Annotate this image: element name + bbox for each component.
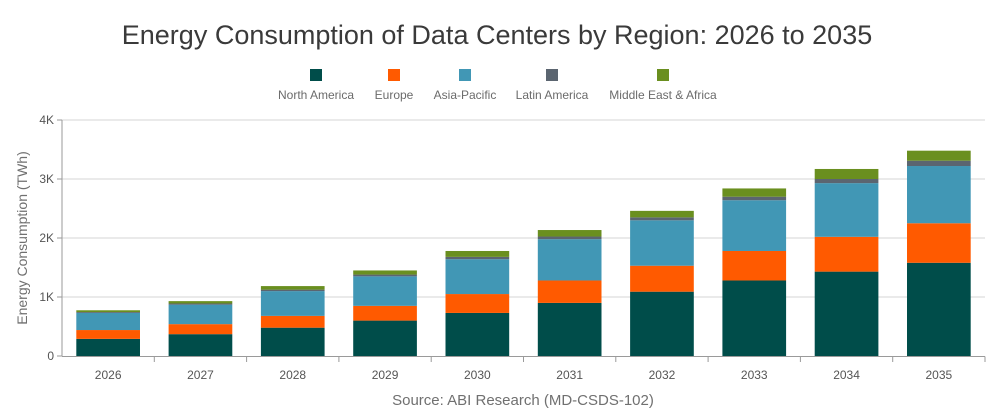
bar-stack-2030 xyxy=(445,250,510,356)
bar-segment xyxy=(76,330,140,339)
bar-segment xyxy=(445,312,510,356)
bar-segment xyxy=(353,270,417,275)
x-tick-label: 2026 xyxy=(95,368,122,382)
y-tick-label: 1K xyxy=(39,290,54,304)
source-note: Source: ABI Research (MD-CSDS-102) xyxy=(392,392,654,409)
bar-segment xyxy=(445,259,510,295)
x-tick-label: 2034 xyxy=(833,368,860,382)
legend: North America Europe Asia-Pacific Latin Ame… xyxy=(278,69,717,102)
legend-swatch xyxy=(388,69,400,81)
bar-segment xyxy=(76,338,140,356)
bar-segment xyxy=(168,334,233,356)
bar-segment xyxy=(445,256,510,260)
axes: 0 1K 2K 3K 4K 2026 2027 2028 2029 2030 2031 2032 203… xyxy=(39,113,986,382)
bar-segment xyxy=(907,262,971,356)
y-tick-label: 3K xyxy=(39,172,54,186)
bar-segment xyxy=(537,280,602,303)
bar-stack-2026 xyxy=(76,310,140,356)
legend-swatch xyxy=(546,69,558,81)
x-tick-label: 2033 xyxy=(741,368,768,382)
bar-segment xyxy=(537,236,602,240)
bar-stack-2031 xyxy=(537,230,602,356)
bar-segment xyxy=(814,179,879,184)
bars xyxy=(76,150,971,356)
y-axis-title: Energy Consumption (TWh) xyxy=(14,151,30,325)
bar-segment xyxy=(814,271,879,356)
bar-segment xyxy=(260,286,325,290)
bar-segment xyxy=(630,210,694,218)
legend-item[interactable]: Middle East & Africa xyxy=(609,69,717,102)
legend-item[interactable]: Asia-Pacific xyxy=(434,69,497,102)
bar-segment xyxy=(907,223,971,263)
bar-segment xyxy=(814,236,879,272)
bar-stack-2032 xyxy=(630,210,694,356)
bar-stack-2028 xyxy=(260,286,325,356)
bar-segment xyxy=(76,312,140,313)
bar-segment xyxy=(537,239,602,281)
legend-label: Middle East & Africa xyxy=(609,88,717,102)
bar-segment xyxy=(722,200,787,251)
x-tick-label: 2030 xyxy=(464,368,491,382)
x-tick-label: 2028 xyxy=(279,368,306,382)
bar-segment xyxy=(353,276,417,306)
bar-segment xyxy=(168,301,233,304)
bar-segment xyxy=(168,324,233,335)
x-tick-label: 2027 xyxy=(187,368,214,382)
legend-label: North America xyxy=(278,88,354,102)
x-tick-label: 2031 xyxy=(556,368,583,382)
bar-segment xyxy=(260,327,325,356)
bar-segment xyxy=(630,220,694,266)
bar-segment xyxy=(353,320,417,356)
y-tick-label: 2K xyxy=(39,231,54,245)
bar-segment xyxy=(353,305,417,321)
bar-segment xyxy=(630,217,694,221)
legend-item[interactable]: Latin America xyxy=(516,69,589,102)
bar-segment xyxy=(630,291,694,356)
bar-segment xyxy=(537,230,602,237)
bar-segment xyxy=(445,250,510,257)
bar-segment xyxy=(722,196,787,201)
x-tick-label: 2035 xyxy=(925,368,952,382)
y-tick-label: 0 xyxy=(47,349,54,363)
legend-label: Europe xyxy=(375,88,414,102)
bar-segment xyxy=(537,302,602,356)
bar-segment xyxy=(445,294,510,313)
bar-segment xyxy=(168,303,233,305)
x-tick-label: 2032 xyxy=(649,368,676,382)
legend-swatch xyxy=(657,69,669,81)
bar-segment xyxy=(630,265,694,292)
bar-stack-2034 xyxy=(814,168,879,356)
bar-segment xyxy=(722,280,787,356)
bar-stack-2027 xyxy=(168,301,233,356)
bar-segment xyxy=(353,274,417,277)
legend-item[interactable]: Europe xyxy=(375,69,414,102)
bar-segment xyxy=(907,166,971,224)
legend-swatch xyxy=(310,69,322,81)
bar-segment xyxy=(260,291,325,316)
y-tick-label: 4K xyxy=(39,113,54,127)
bar-stack-2035 xyxy=(907,150,971,356)
bar-segment xyxy=(907,150,971,161)
legend-label: Asia-Pacific xyxy=(434,88,497,102)
legend-swatch xyxy=(459,69,471,81)
bar-segment xyxy=(168,304,233,325)
bar-segment xyxy=(814,168,879,179)
bar-stack-2033 xyxy=(722,188,787,356)
bar-segment xyxy=(722,188,787,197)
bar-segment xyxy=(76,310,140,313)
bar-segment xyxy=(907,160,971,167)
bar-segment xyxy=(76,312,140,331)
legend-item[interactable]: North America xyxy=(278,69,354,102)
legend-label: Latin America xyxy=(516,88,589,102)
bar-segment xyxy=(722,250,787,281)
bar-segment xyxy=(260,289,325,292)
chart-title: Energy Consumption of Data Centers by Re… xyxy=(122,20,872,50)
bar-stack-2029 xyxy=(353,270,417,356)
bar-segment xyxy=(260,315,325,328)
bar-segment xyxy=(814,183,879,237)
x-tick-label: 2029 xyxy=(372,368,399,382)
